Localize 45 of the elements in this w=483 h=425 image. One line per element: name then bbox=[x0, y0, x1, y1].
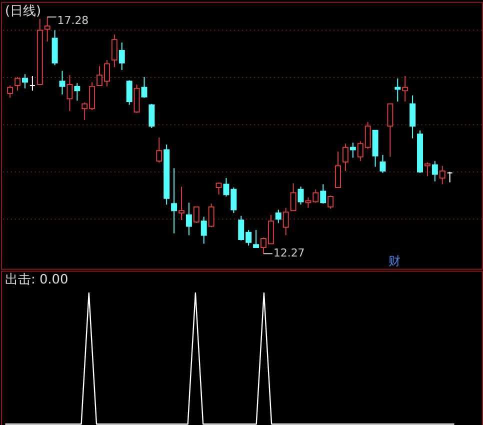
candlestick bbox=[432, 160, 438, 182]
candlestick bbox=[394, 78, 401, 102]
candlestick bbox=[282, 207, 289, 236]
candlestick bbox=[208, 203, 214, 228]
candlestick bbox=[298, 186, 304, 206]
chart-title: (日线) bbox=[4, 4, 42, 19]
annotation: 财 bbox=[388, 254, 400, 268]
candlestick bbox=[380, 154, 386, 174]
candlestick bbox=[111, 34, 118, 68]
candlestick bbox=[350, 142, 356, 158]
candlestick bbox=[22, 74, 28, 89]
candlestick bbox=[253, 230, 260, 248]
candlestick bbox=[446, 171, 453, 183]
candlestick bbox=[171, 168, 178, 234]
candlestick bbox=[342, 143, 348, 172]
candlestick bbox=[439, 165, 446, 185]
annotation: 17.28 bbox=[57, 14, 89, 27]
annotation: 12.27 bbox=[273, 246, 305, 260]
candlestick bbox=[290, 182, 296, 212]
candlestick bbox=[66, 74, 73, 112]
candlestick bbox=[335, 151, 342, 188]
candlestick bbox=[186, 202, 192, 236]
candlestick bbox=[148, 103, 155, 129]
candlestick bbox=[200, 216, 207, 244]
candlestick bbox=[118, 42, 125, 70]
candlestick bbox=[178, 186, 184, 221]
candlestick bbox=[328, 195, 334, 210]
candlestick bbox=[402, 76, 408, 102]
candlestick bbox=[193, 206, 200, 224]
candlestick bbox=[387, 103, 394, 158]
candlestick bbox=[74, 82, 80, 102]
candlestick bbox=[424, 162, 430, 177]
chart-title: 出击: 0.00 bbox=[4, 272, 68, 288]
candlestick bbox=[141, 76, 148, 98]
candlestick bbox=[7, 84, 14, 98]
candlestick bbox=[14, 76, 21, 92]
candlestick bbox=[275, 209, 282, 224]
candlestick bbox=[216, 182, 222, 196]
candlestick bbox=[29, 76, 36, 92]
candlestick bbox=[126, 80, 132, 106]
candlestick bbox=[134, 84, 140, 114]
candlestick bbox=[59, 70, 66, 95]
candlestick bbox=[320, 184, 326, 204]
candlestick bbox=[156, 136, 162, 163]
candlestick bbox=[410, 94, 416, 139]
